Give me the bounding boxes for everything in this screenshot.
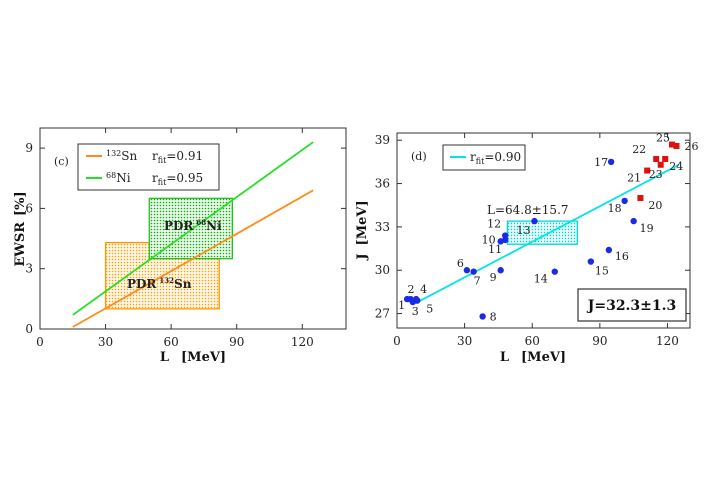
data-point-22 [653,156,660,162]
data-point-label-12: 12 [487,218,501,231]
panel-c-x-tick-label: 120 [291,335,314,349]
panel-c-ewsr-chart: 0 30 60 90 120 0 3 6 9 (c) 132Sn rfit=0.91 68Ni rf… [13,127,347,365]
panel-d-legend: rfit=0.90 [442,144,526,171]
data-point-label-7: 7 [474,275,481,288]
data-point-label-24: 24 [669,160,683,173]
panel-d-x-tick-label: 120 [656,334,679,348]
panel-c-x-tick-label: 30 [98,335,113,349]
panel-c-y-tick-label: 6 [25,201,33,215]
data-point-label-23: 23 [649,168,663,181]
legend-entry-sn: 132Sn rfit=0.91 [106,149,203,165]
panel-d-symmetry-energy-chart: 1234567891011121314151617181920212223242… [355,132,698,365]
panel-c-legend-box [77,143,220,191]
panel-d-y-tick-label: 39 [375,133,390,147]
data-point-label-11: 11 [488,243,502,256]
data-point-label-18: 18 [608,202,622,215]
data-point-20 [637,195,644,201]
panel-c-y-tick-label: 9 [25,141,33,155]
data-point-5 [414,297,421,304]
panel-d-x-tick-label: 90 [592,334,607,348]
data-point-18 [621,197,628,205]
data-point-26 [673,143,680,149]
panel-d-frame [396,132,691,329]
data-point-label-5: 5 [426,303,433,316]
data-point-label-9: 9 [490,271,497,284]
data-point-label-2: 2 [408,283,415,296]
data-point-8 [479,313,486,320]
data-point-label-4: 4 [420,283,427,296]
region-label-ni: PDR 68Ni [164,218,222,233]
panel-c-x-axis-title: L [MeV] [160,350,226,365]
result-box-text: J=32.3±1.3 [586,298,677,314]
data-point-label-1: 1 [398,299,405,312]
data-point-label-17: 17 [594,156,608,169]
panel-d-y-tick-label: 30 [375,263,390,277]
data-point-label-19: 19 [640,222,654,235]
data-point-label-25: 25 [656,132,670,145]
panel-c-frame [39,127,347,330]
panel-d-y-tick-label: 36 [375,177,390,191]
panel-d-y-tick-label: 27 [375,307,390,321]
region-label-sn: PDR 132Sn [127,276,192,291]
legend-entry-ni: 68Ni rfit=0.95 [106,171,203,187]
data-point-6 [463,267,471,274]
data-point-label-15: 15 [595,265,609,278]
data-point-7 [470,268,477,275]
data-point-label-26: 26 [684,140,698,153]
data-point-12 [501,232,509,239]
fit-line [414,163,680,305]
panel-d-y-tick-label: 33 [375,220,390,234]
data-point-13 [531,217,538,225]
panel-c-x-tick-label: 0 [36,335,44,349]
data-point-15 [587,258,595,265]
panel-d-y-axis-title: J[MeV] [355,200,370,260]
series-line-sn [72,189,314,328]
result-box [577,288,687,322]
data-point-label-10: 10 [482,233,496,246]
panel-d-x-tick-label: 60 [525,334,540,348]
panel-c-y-tick-label: 3 [25,262,33,276]
data-point-23 [657,161,664,168]
data-point-label-14: 14 [534,273,548,286]
legend-entry-fit: rfit=0.90 [470,150,521,166]
panel-d-x-axis-title: L [MeV] [500,350,566,365]
panel-c-y-tick-label: 0 [25,322,33,336]
panel-c-x-tick-label: 90 [229,335,244,349]
data-point-24 [662,156,669,162]
panel-c-legend: (c) 132Sn rfit=0.91 68Ni rfit=0.95 [54,143,220,191]
panel-c-x-tick-label: 60 [164,335,179,349]
panel-c-tag: (c) [54,155,69,168]
data-point-label-22: 22 [632,143,646,156]
data-point-17 [607,158,615,166]
data-point-label-16: 16 [615,250,629,263]
panel-d-x-tick-label: 0 [393,334,401,348]
data-point-19 [630,217,637,225]
region-label-l: L=64.8±15.7 [487,203,569,217]
data-point-label-3: 3 [412,305,419,318]
data-point-label-6: 6 [457,257,464,270]
data-point-14 [551,268,558,275]
data-point-21 [644,167,651,174]
data-point-label-20: 20 [648,199,662,212]
data-point-label-21: 21 [627,172,641,185]
panel-d-x-tick-label: 30 [457,334,472,348]
data-point-label-13: 13 [516,224,530,237]
data-point-25 [668,141,675,148]
panel-c-y-axis-title: EWSR[%] [13,191,28,266]
series-line-ni [72,141,314,316]
data-point-16 [605,246,613,254]
data-point-9 [497,267,504,274]
panel-d-tag: (d) [411,150,427,163]
data-point-label-8: 8 [490,310,497,323]
region-ni [148,197,233,260]
